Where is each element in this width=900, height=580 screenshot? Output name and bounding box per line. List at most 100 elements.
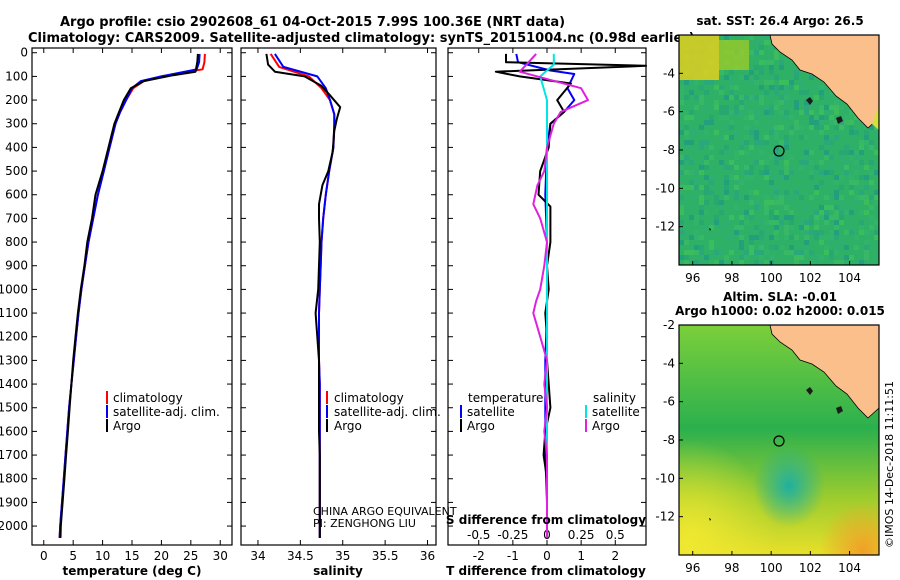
depth-tick-label: 600 <box>5 188 28 202</box>
sst-pixel <box>789 125 794 130</box>
sst-pixel <box>869 170 874 175</box>
sst-pixel <box>714 105 719 110</box>
sst-pixel <box>874 235 879 240</box>
map-x-tick-label: 100 <box>760 561 783 575</box>
sst-pixel <box>749 80 754 85</box>
sst-pixel <box>844 230 849 235</box>
sst-pixel <box>689 110 694 115</box>
sst-pixel <box>704 210 709 215</box>
sst-pixel <box>769 80 774 85</box>
sst-pixel <box>789 195 794 200</box>
sst-pixel <box>784 140 789 145</box>
sst-pixel <box>704 120 709 125</box>
sst-pixel <box>724 260 729 265</box>
sst-pixel <box>784 230 789 235</box>
sst-pixel <box>784 165 789 170</box>
sst-pixel <box>679 205 684 210</box>
sst-pixel <box>699 210 704 215</box>
sst-pixel <box>809 75 814 80</box>
sst-pixel <box>684 115 689 120</box>
sst-pixel <box>859 140 864 145</box>
depth-tick-label: 2000 <box>0 519 28 533</box>
sst-pixel <box>759 65 764 70</box>
sst-pixel <box>699 245 704 250</box>
sst-pixel <box>734 85 739 90</box>
sst-pixel <box>739 260 744 265</box>
sst-pixel <box>714 220 719 225</box>
panel-tick-marks: 0 5 10 15 20 25 30 34 34.5 35 35.5 36 -2 -1 0 1 2 -0.5 -0.… <box>40 48 625 563</box>
sst-pixel <box>719 135 724 140</box>
sst-pixel <box>834 180 839 185</box>
figure-title-line1: Argo profile: csio 2902608_61 04-Oct-201… <box>60 15 565 30</box>
sst-pixel <box>734 175 739 180</box>
sst-pixel <box>839 215 844 220</box>
sst-pixel <box>799 110 804 115</box>
sst-pixel <box>734 185 739 190</box>
sst-pixel <box>764 230 769 235</box>
difference-legend: temperature satellite Argo salinity sate… <box>460 391 640 433</box>
sst-pixel <box>814 85 819 90</box>
profile-line-difference-temperature-argo <box>494 53 647 538</box>
sst-pixel <box>724 220 729 225</box>
sst-pixel <box>839 175 844 180</box>
sst-pixel <box>829 170 834 175</box>
sst-pixel <box>729 165 734 170</box>
sst-pixel <box>834 220 839 225</box>
sst-pixel <box>779 165 784 170</box>
sst-pixel <box>764 135 769 140</box>
imos-credit-stamp: ©IMOS 14-Dec-2018 11:11:51 <box>883 381 896 548</box>
sst-pixel <box>869 145 874 150</box>
sst-pixel <box>704 185 709 190</box>
sst-pixel <box>754 205 759 210</box>
sst-pixel <box>749 240 754 245</box>
sst-pixel <box>834 225 839 230</box>
sst-pixel <box>819 110 824 115</box>
sst-pixel <box>824 210 829 215</box>
sst-pixel <box>769 155 774 160</box>
sst-pixel <box>804 230 809 235</box>
sla-argo-location-marker <box>773 435 785 447</box>
sst-pixel <box>739 255 744 260</box>
depth-tick-label: 1700 <box>0 448 28 462</box>
sst-pixel <box>869 205 874 210</box>
sst-pixel <box>784 110 789 115</box>
sst-pixel <box>754 40 759 45</box>
map-x-tick-label: 98 <box>724 271 739 285</box>
map-y-tick-label: -2 <box>663 318 675 332</box>
sst-pixel <box>764 80 769 85</box>
legend-label-climatology: climatology <box>334 391 404 405</box>
sst-pixel <box>774 125 779 130</box>
sst-pixel <box>859 220 864 225</box>
sst-pixel <box>829 140 834 145</box>
sst-pixel <box>679 170 684 175</box>
sst-pixel <box>779 80 784 85</box>
sst-pixel <box>819 120 824 125</box>
map-x-tick-label: 104 <box>838 271 861 285</box>
sst-pixel <box>754 135 759 140</box>
sst-pixel <box>764 170 769 175</box>
sst-pixel <box>844 145 849 150</box>
sst-pixel <box>824 140 829 145</box>
sst-pixel <box>684 110 689 115</box>
sst-pixel <box>749 70 754 75</box>
sst-pixel <box>734 205 739 210</box>
sst-pixel <box>814 235 819 240</box>
sst-pixel <box>804 160 809 165</box>
x-tick-label: 5 <box>69 549 77 563</box>
sst-pixel <box>764 60 769 65</box>
legend-header-temperature: temperature <box>468 391 543 405</box>
sst-map-axes: 96 98 100 102 104 -4 -6 -8 -10 -12 <box>655 66 861 285</box>
sst-pixel <box>849 120 854 125</box>
sst-pixel <box>834 245 839 250</box>
sst-pixel <box>779 220 784 225</box>
sst-pixel <box>784 250 789 255</box>
sst-pixel <box>864 255 869 260</box>
s-difference-tick-label: 0.25 <box>568 528 595 542</box>
sst-pixel <box>684 130 689 135</box>
sst-pixel <box>694 130 699 135</box>
sst-pixel <box>824 195 829 200</box>
sst-pixel <box>834 195 839 200</box>
sst-pixel <box>759 40 764 45</box>
depth-tick-label: 700 <box>5 211 28 225</box>
